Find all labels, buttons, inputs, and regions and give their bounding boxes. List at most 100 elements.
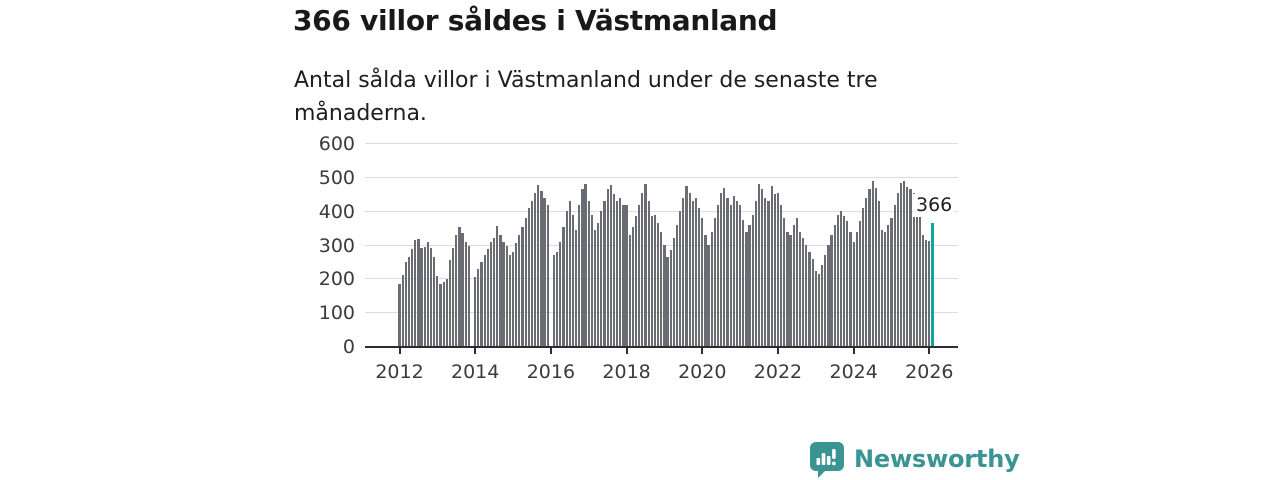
bar [906, 186, 909, 347]
bar [587, 201, 590, 347]
bar [552, 254, 556, 347]
bar [616, 201, 619, 347]
bar [821, 265, 824, 347]
plot-area [365, 143, 958, 354]
y-tick-label: 600 [318, 133, 355, 155]
bar [631, 226, 634, 347]
bar [641, 192, 644, 347]
bar [653, 214, 657, 347]
bar [559, 241, 562, 347]
bar [439, 284, 442, 347]
x-tick-label: 2016 [526, 361, 576, 383]
bar [407, 257, 411, 347]
bar [420, 248, 423, 347]
bar [849, 231, 852, 347]
bar [871, 181, 874, 347]
bar [735, 201, 739, 347]
bar [915, 198, 918, 347]
bar [795, 218, 798, 347]
bar [568, 200, 571, 347]
bar [792, 224, 795, 347]
bar [868, 189, 871, 347]
bar [789, 235, 792, 347]
x-tick [398, 348, 401, 354]
x-tick-label: 2020 [678, 361, 727, 383]
bar [433, 257, 436, 347]
bar [798, 231, 802, 347]
bar [675, 224, 679, 347]
x-tick [474, 348, 477, 354]
bar [802, 238, 805, 347]
bar [448, 260, 452, 347]
bar [590, 214, 593, 347]
bar [625, 205, 628, 347]
bar [442, 281, 445, 347]
bar [445, 279, 448, 347]
bar [474, 276, 477, 347]
y-tick-label: 300 [318, 234, 355, 257]
bar [537, 185, 540, 347]
bar [571, 214, 575, 347]
bar [411, 248, 414, 347]
bar [707, 245, 710, 347]
bar [530, 200, 534, 347]
bar [918, 213, 921, 347]
bar [499, 235, 502, 347]
bar [493, 237, 496, 347]
bar [502, 241, 505, 347]
bar [464, 242, 467, 347]
bar [817, 273, 821, 347]
gridline [365, 210, 958, 212]
bar [925, 240, 928, 347]
bar [862, 207, 865, 347]
bar [518, 235, 521, 347]
x-tick-label: 2018 [602, 361, 651, 383]
bar [776, 192, 780, 347]
bar [455, 235, 458, 347]
bar [657, 223, 660, 347]
bar [584, 184, 587, 347]
highlight-value-label: 366 [913, 194, 956, 217]
bar [666, 257, 669, 347]
bar [669, 250, 672, 347]
bar [597, 223, 600, 347]
bar [593, 229, 597, 347]
bar [452, 248, 455, 347]
bar [404, 262, 407, 347]
bar [839, 211, 843, 347]
bar [880, 229, 884, 347]
bar [556, 252, 559, 347]
bar [540, 191, 543, 347]
bar [603, 200, 606, 347]
x-tick [928, 348, 931, 354]
bar [865, 197, 868, 347]
y-tick-label: 100 [318, 302, 355, 325]
bar [634, 216, 638, 347]
bar [622, 204, 625, 347]
y-tick-label: 200 [318, 268, 355, 291]
bar [414, 240, 417, 347]
bar [748, 224, 751, 347]
x-axis-line [365, 346, 958, 348]
bar [720, 192, 723, 347]
bar [534, 192, 537, 347]
bar [742, 219, 745, 347]
bar [805, 245, 808, 347]
bar [505, 245, 508, 347]
bar [903, 181, 906, 347]
bar [877, 201, 880, 347]
gridline [365, 176, 958, 178]
chart-subtitle: Antal sålda villor i Västmanland under d… [294, 68, 878, 126]
page-title: 366 villor såldes i Västmanland [293, 4, 778, 37]
brand-name: Newsworthy [854, 445, 1020, 473]
bar [562, 226, 565, 347]
bar [909, 188, 912, 347]
bar [811, 258, 814, 347]
bar [729, 204, 732, 347]
bar [467, 245, 470, 347]
bar [887, 224, 890, 347]
bar [647, 201, 650, 347]
newsworthy-bar-chart-bubble-icon [808, 440, 846, 478]
x-tick [701, 348, 704, 354]
bar [489, 241, 493, 347]
